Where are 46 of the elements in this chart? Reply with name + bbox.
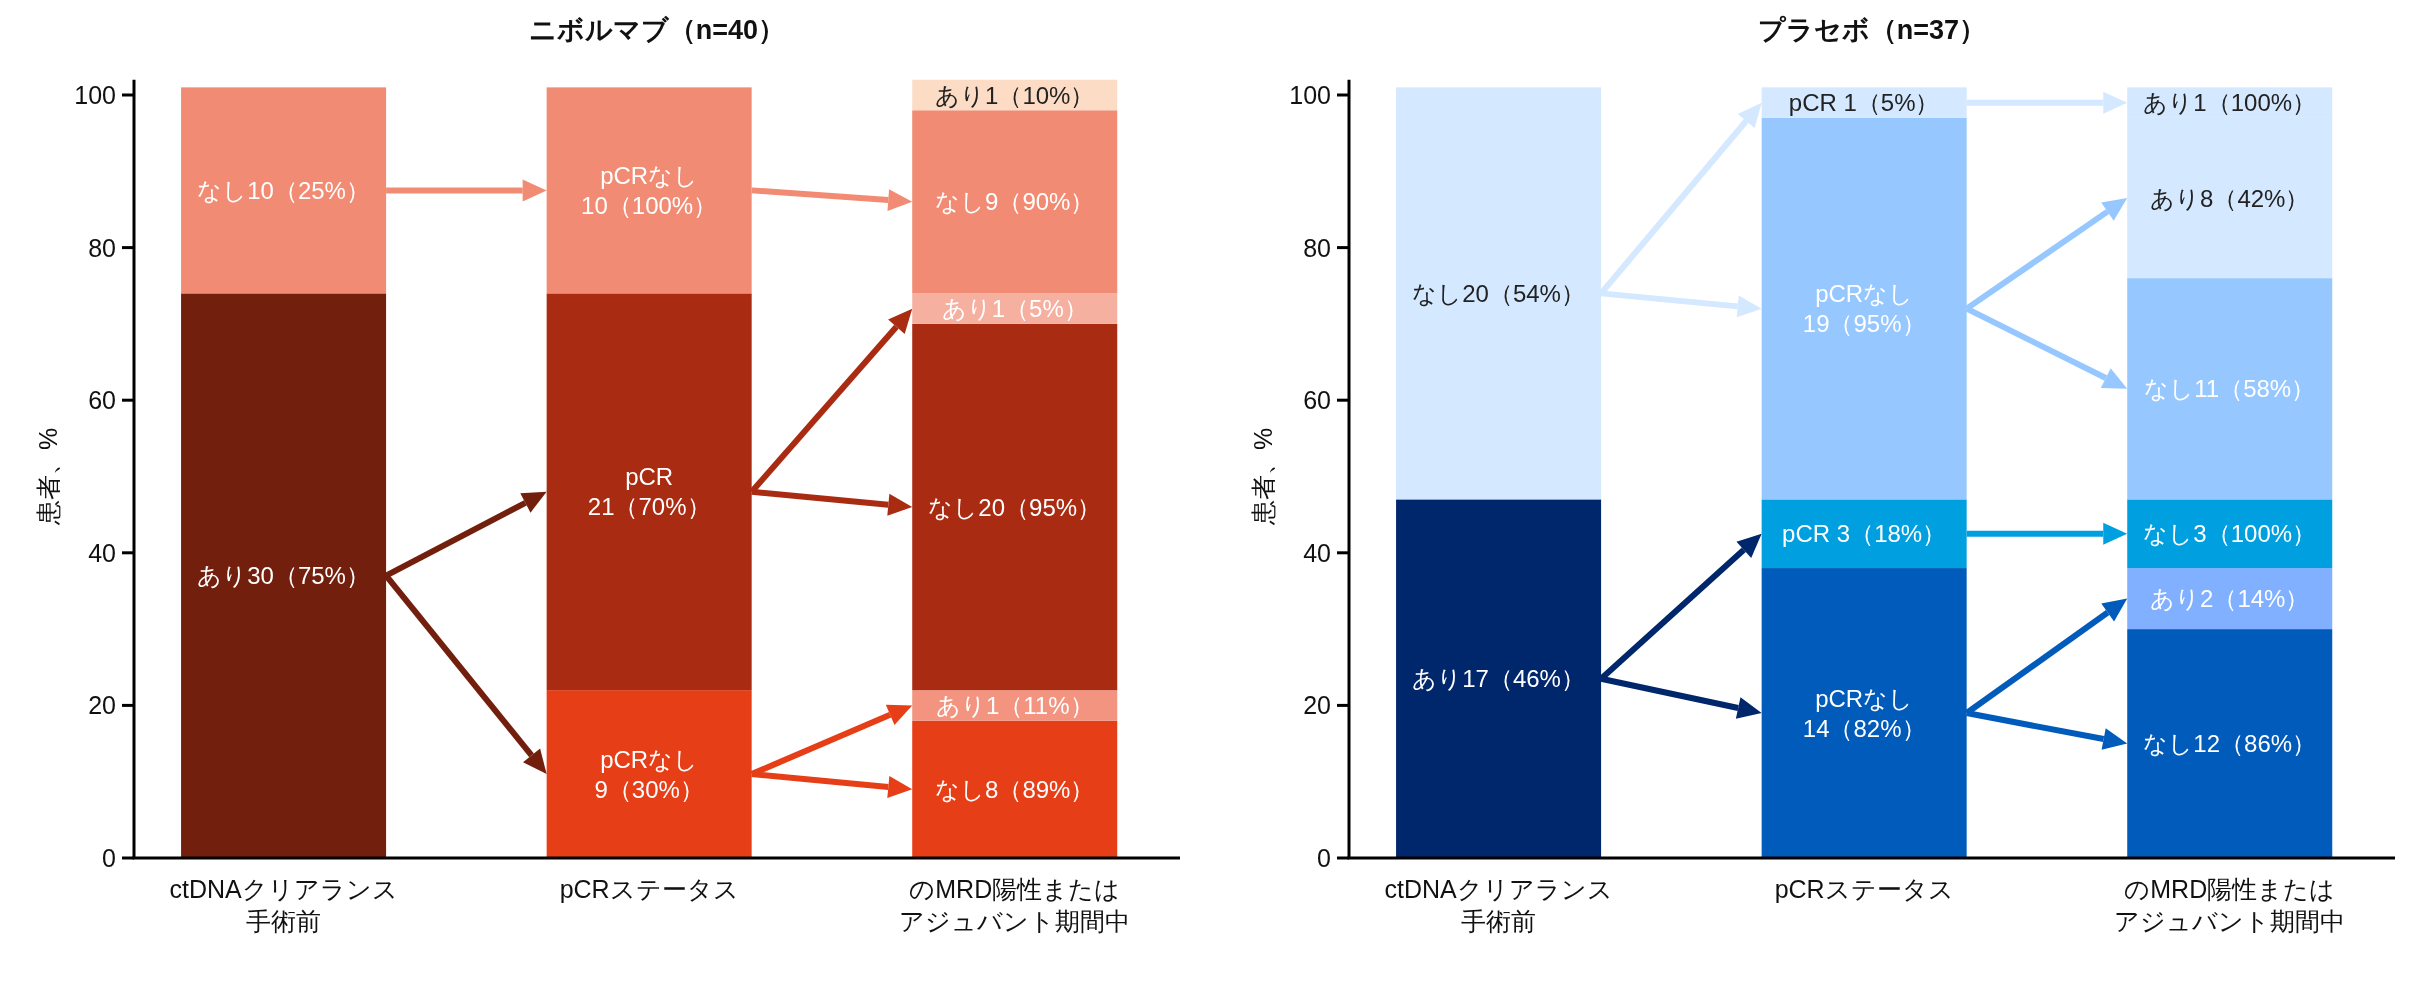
bar [2127,568,2333,630]
y-tick-label: 60 [88,386,116,415]
annotation: あり17（46%） [1412,665,1585,693]
y-tick-label: 100 [74,81,116,109]
y-tick-label: 0 [1317,844,1331,872]
annotation: なし20（95%） [928,493,1102,521]
annotation: pCR 3（18%） [1782,520,1947,548]
annotation: あり2（14%） [2150,585,2310,613]
y-tick-label: 0 [102,844,116,872]
x-tick-label: のMRD陽性またはアジュバント期間中 [2114,875,2346,936]
chart-title: プラセボ（n=37） [1757,15,1987,45]
annotation: なし11（58%） [2144,375,2316,403]
annotation: pCRなし 10（100%） [581,161,718,219]
annotation: なし9（90%） [935,188,1095,216]
annotation: あり1（11%） [935,691,1094,719]
annotation: なし10（25%） [197,176,370,204]
annotation: pCRなし 14（82%） [1802,684,1926,742]
annotation: なし12（86%） [2143,730,2317,758]
x-tick-label: pCRステータス [559,875,739,904]
annotation: なし20（54%） [1412,279,1585,307]
annotation: なし8（89%） [935,775,1095,803]
y-axis-title: 患者、% [34,427,62,527]
annotation: なし3（100%） [2143,520,2317,548]
x-tick-label: ctDNAクリアランス手術前 [1384,875,1613,936]
x-tick-label: pCRステータス [1774,875,1954,904]
annotation: pCR 1（5%） [1788,89,1940,117]
y-tick-label: 60 [1303,386,1331,415]
y-tick-label: 40 [88,538,116,567]
x-tick-label: のMRD陽性またはアジュバント期間中 [899,875,1131,936]
annotation: pCRなし 9（30%） [594,745,704,803]
y-tick-label: 20 [88,691,116,720]
y-axis-title: 患者、% [1249,427,1277,527]
y-tick-label: 40 [1303,538,1331,567]
y-tick-label: 100 [1289,81,1331,109]
annotation: あり30（75%） [197,562,370,590]
annotation: pCRなし 19（95%） [1802,280,1926,338]
annotation: あり1（5%） [941,295,1088,323]
x-tick-label: ctDNAクリアランス手術前 [169,875,398,936]
annotation: あり1（100%） [2143,89,2317,117]
y-tick-label: 20 [1303,691,1331,720]
annotation: あり8（42%） [2150,184,2310,212]
y-tick-label: 80 [88,233,116,262]
y-tick-label: 80 [1303,233,1331,262]
annotation: あり1（10%） [935,81,1095,109]
annotation: pCR 21（70%） [587,463,711,521]
chart-title: ニボルマブ（n=40） [528,15,786,45]
